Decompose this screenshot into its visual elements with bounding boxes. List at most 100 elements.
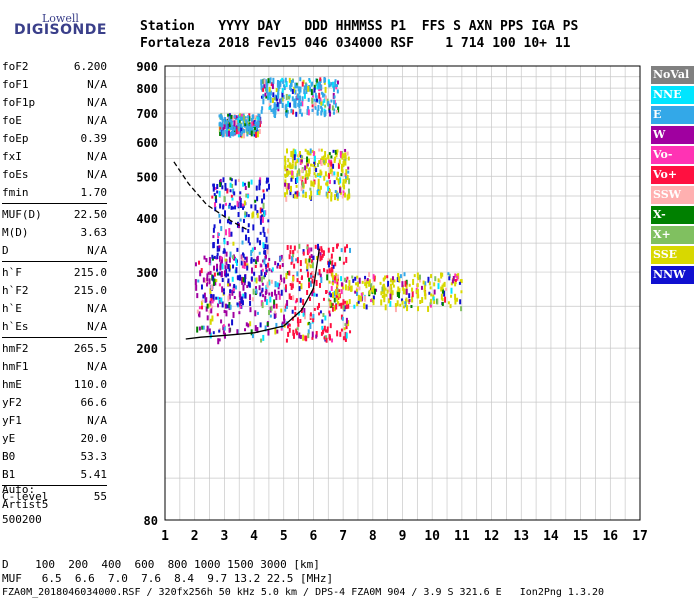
echo-point [256,196,259,202]
echo-point [223,310,226,314]
echo-point [295,328,298,334]
echo-point [421,296,424,303]
echo-point [327,101,330,107]
echo-point [411,296,414,303]
echo-point [270,305,273,311]
echo-point [293,154,296,161]
echo-point [217,338,220,345]
echo-point [218,213,221,218]
echo-point [296,170,299,175]
echo-point [302,249,305,255]
echo-point [244,274,247,279]
echo-point [368,289,371,295]
echo-point [235,285,238,290]
echo-point [242,120,245,124]
y-tick-label: 500 [136,170,158,184]
echo-point [423,291,426,297]
echo-point [287,96,290,100]
echo-point [423,288,426,293]
echo-point [348,178,351,185]
echo-point [280,254,283,260]
echo-point [313,172,316,176]
echo-point [406,305,409,312]
echo-point [239,218,242,222]
echo-point [251,334,254,339]
echo-point [307,85,310,92]
echo-point [345,279,348,283]
param-row-hes: h`Es N/A [2,318,107,336]
echo-point [254,127,257,131]
echo-point [308,321,311,325]
echo-point [231,125,234,130]
echo-point [302,334,305,341]
echo-point [298,332,301,339]
echo-point [330,192,333,198]
echo-point [267,329,270,336]
x-tick-label: 4 [250,529,258,544]
echo-point [348,286,351,291]
echo-point [454,273,457,278]
echo-scatter-group [194,77,463,345]
echo-point [346,175,349,181]
x-tick-label: 13 [513,529,529,544]
echo-point [235,258,238,264]
param-group-divider [2,337,107,338]
echo-point [350,285,353,292]
echo-point [440,293,443,300]
echo-point [251,247,254,252]
echo-point [368,279,371,284]
legend-item-vo: Vo- [651,146,694,164]
echo-point [318,191,321,195]
echo-point [334,81,337,88]
file-info-line: FZA0M_2018046034000.RSF / 320fx256h 50 k… [2,587,605,598]
echo-point [310,274,313,278]
echo-point [333,108,336,112]
echo-point [227,278,230,284]
echo-point [272,92,275,98]
echo-point [456,297,459,302]
echo-point [429,302,432,307]
param-row-fxi: fxI N/A [2,148,107,166]
echo-point [236,123,239,129]
echo-point [328,179,331,184]
echo-point [335,154,338,158]
echo-point [336,276,339,281]
echo-point [296,331,299,336]
param-name: fmin [2,186,29,199]
echo-point [324,95,327,100]
echo-point [314,92,317,98]
echo-point [273,103,276,108]
x-tick-label: 12 [484,529,500,544]
echo-point [237,202,240,209]
param-name: foF1p [2,96,36,109]
echo-point [221,185,224,190]
echo-point [332,275,335,281]
auto-artist: Artist5 [2,498,49,511]
echo-point [221,130,224,137]
echo-point [334,278,337,284]
echo-point [341,169,344,174]
echo-point [296,93,299,99]
y-tick-label: 400 [136,212,158,226]
echo-point [236,200,239,207]
echo-point [317,178,320,185]
echo-point [329,301,332,307]
echo-point [338,159,341,165]
echo-point [244,121,247,126]
echo-point [340,151,343,155]
echo-point [278,283,281,287]
echo-point [311,291,314,297]
echo-point [254,325,257,332]
echo-point [307,333,310,339]
echo-point [389,293,392,300]
echo-point [288,94,291,98]
echo-point [229,251,232,258]
param-name: h`F2 [2,284,29,297]
echo-point [295,258,298,262]
echo-point [268,103,271,109]
echo-point [285,112,288,118]
echo-point [216,245,219,252]
param-name: fxI [2,150,22,163]
echo-point [336,80,339,85]
echo-point [404,303,407,308]
